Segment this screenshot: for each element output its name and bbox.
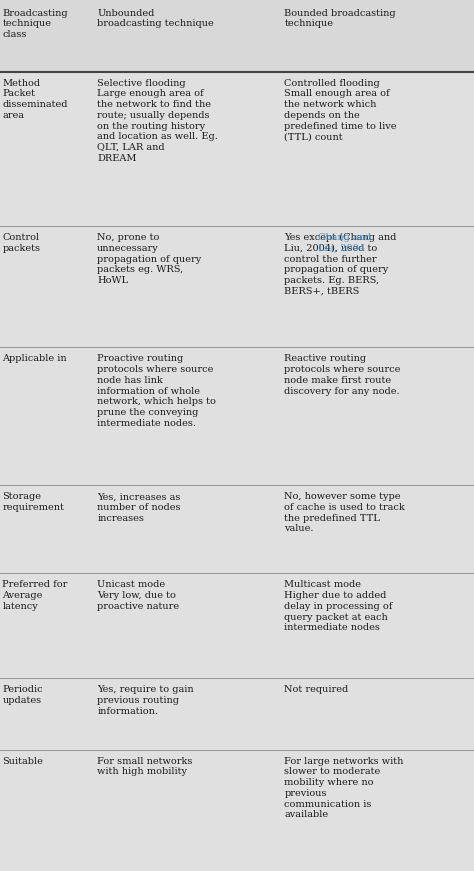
Text: Yes, increases as
number of nodes
increases: Yes, increases as number of nodes increa…: [97, 492, 181, 523]
Text: Bounded broadcasting
technique: Bounded broadcasting technique: [284, 9, 396, 29]
Text: For small networks
with high mobility: For small networks with high mobility: [97, 757, 192, 776]
Text: Reactive routing
protocols where source
node make first route
discovery for any : Reactive routing protocols where source …: [284, 354, 401, 395]
Text: Selective flooding
Large enough area of
the network to find the
route; usually d: Selective flooding Large enough area of …: [97, 78, 218, 163]
Text: Suitable: Suitable: [2, 757, 43, 766]
Text: No, however some type
of cache is used to track
the predefined TTL
value.: No, however some type of cache is used t…: [284, 492, 405, 533]
Text: No, prone to
unnecessary
propagation of query
packets eg. WRS,
HoWL: No, prone to unnecessary propagation of …: [97, 233, 201, 285]
Text: Not required: Not required: [284, 685, 349, 694]
Text: For large networks with
slower to moderate
mobility where no
previous
communicat: For large networks with slower to modera…: [284, 757, 404, 820]
Text: Yes except (Chang and
Liu, 2004), used to
control the further
propagation of que: Yes except (Chang and Liu, 2004), used t…: [284, 233, 397, 296]
Text: Unicast mode
Very low, due to
proactive nature: Unicast mode Very low, due to proactive …: [97, 580, 179, 611]
Text: Control
packets: Control packets: [2, 233, 40, 253]
Text: Chang and
Liu, 2004: Chang and Liu, 2004: [318, 233, 371, 253]
FancyBboxPatch shape: [0, 0, 474, 71]
Text: Applicable in: Applicable in: [2, 354, 67, 363]
Text: Multicast mode
Higher due to added
delay in processing of
query packet at each
i: Multicast mode Higher due to added delay…: [284, 580, 393, 632]
Text: Controlled flooding
Small enough area of
the network which
depends on the
predef: Controlled flooding Small enough area of…: [284, 78, 397, 141]
Text: Storage
requirement: Storage requirement: [2, 492, 64, 512]
Text: Unbounded
broadcasting technique: Unbounded broadcasting technique: [97, 9, 214, 29]
Text: Proactive routing
protocols where source
node has link
information of whole
netw: Proactive routing protocols where source…: [97, 354, 216, 428]
Text: Preferred for
Average
latency: Preferred for Average latency: [2, 580, 68, 611]
Text: Periodic
updates: Periodic updates: [2, 685, 43, 705]
Text: Method
Packet
disseminated
area: Method Packet disseminated area: [2, 78, 68, 120]
Text: Broadcasting
technique
class: Broadcasting technique class: [2, 9, 68, 39]
Text: Yes, require to gain
previous routing
information.: Yes, require to gain previous routing in…: [97, 685, 194, 716]
